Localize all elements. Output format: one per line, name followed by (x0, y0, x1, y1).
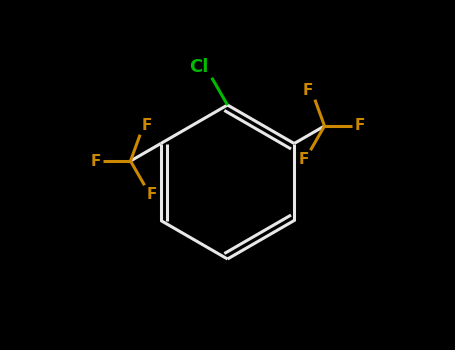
Text: F: F (298, 152, 309, 167)
Text: F: F (354, 119, 364, 133)
Text: Cl: Cl (189, 58, 208, 76)
Text: F: F (303, 83, 313, 98)
Text: F: F (146, 187, 157, 202)
Text: F: F (91, 154, 101, 168)
Text: F: F (142, 118, 152, 133)
